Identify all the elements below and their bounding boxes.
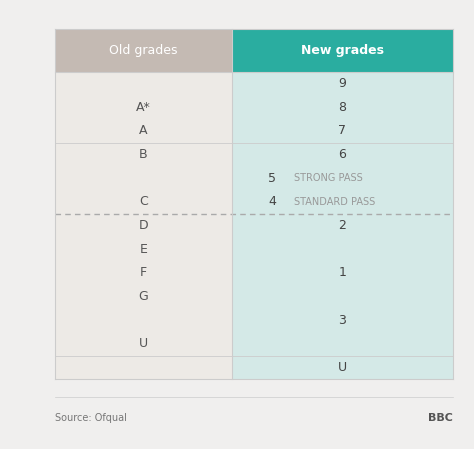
Text: 7: 7 [338,124,346,137]
Text: B: B [139,148,148,161]
Text: 6: 6 [338,148,346,161]
Text: 5: 5 [268,172,276,185]
Text: U: U [338,361,347,374]
Polygon shape [55,29,232,72]
Text: 4: 4 [268,195,276,208]
Text: 8: 8 [338,101,346,114]
Text: U: U [139,337,148,350]
Text: BBC: BBC [428,414,453,423]
Text: 2: 2 [338,219,346,232]
Text: D: D [138,219,148,232]
Text: Old grades: Old grades [109,44,178,57]
Text: STRONG PASS: STRONG PASS [294,173,363,183]
Polygon shape [55,72,232,379]
Text: Source: Ofqual: Source: Ofqual [55,414,127,423]
Polygon shape [232,72,453,379]
Polygon shape [232,29,453,72]
Text: C: C [139,195,148,208]
Text: F: F [140,266,147,279]
Text: New grades: New grades [301,44,384,57]
Text: A: A [139,124,147,137]
Text: 3: 3 [338,314,346,327]
Text: 1: 1 [338,266,346,279]
Text: E: E [139,243,147,256]
Text: A*: A* [136,101,151,114]
Text: 9: 9 [338,77,346,90]
Text: G: G [138,290,148,303]
Text: STANDARD PASS: STANDARD PASS [294,197,375,207]
